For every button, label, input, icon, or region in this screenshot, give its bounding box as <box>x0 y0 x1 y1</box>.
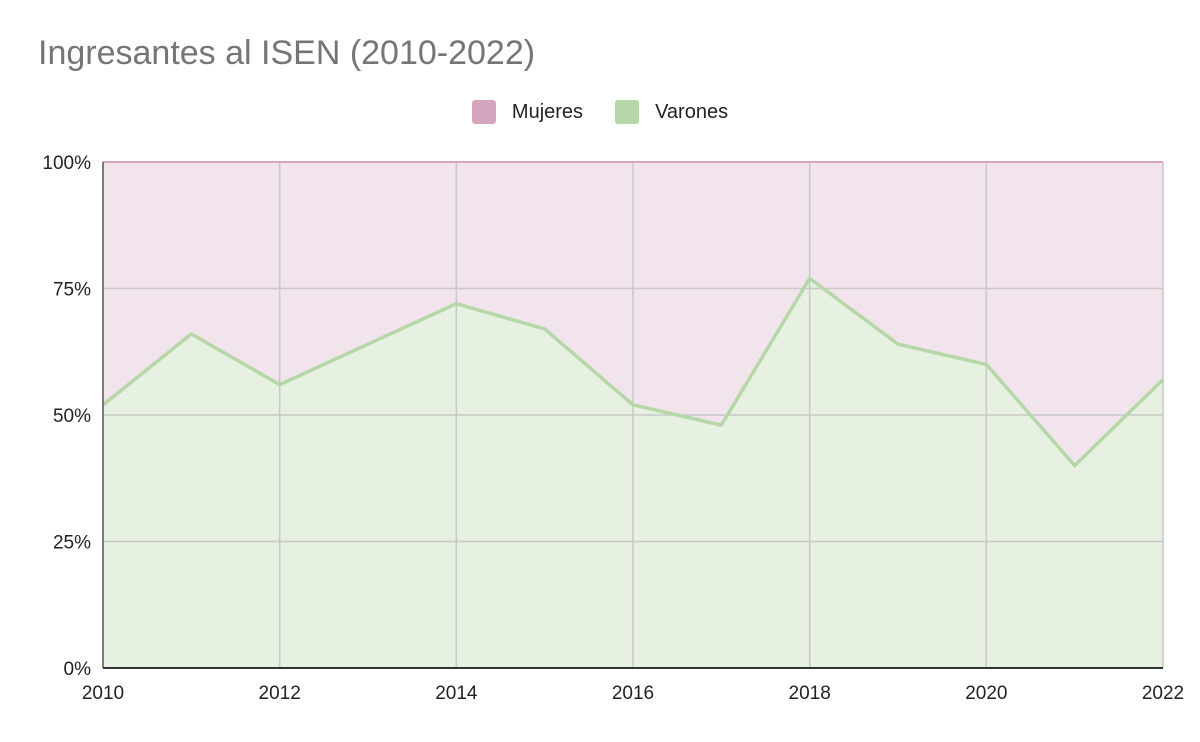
y-tick-label: 25% <box>53 533 91 554</box>
legend-item-varones[interactable]: Varones <box>615 100 728 124</box>
x-tick-label: 2010 <box>82 683 124 704</box>
x-tick-label: 2020 <box>965 683 1007 704</box>
x-tick-label: 2022 <box>1142 683 1184 704</box>
series-line-varones <box>101 276 1165 468</box>
y-tick-label: 75% <box>53 280 91 301</box>
legend-item-mujeres[interactable]: Mujeres <box>471 100 584 124</box>
x-tick-label: 2014 <box>435 683 478 704</box>
legend-label-mujeres: Mujeres <box>511 100 584 123</box>
y-tick-label: 0% <box>64 659 92 680</box>
legend: Mujeres Varones <box>0 100 1200 124</box>
x-tick-label: 2016 <box>612 683 654 704</box>
legend-label-varones: Varones <box>655 100 729 123</box>
x-tick-label: 2018 <box>789 683 831 704</box>
chart-title: Ingresantes al ISEN (2010-2022) <box>38 34 536 72</box>
y-tick-label: 50% <box>53 406 91 427</box>
y-tick-label: 100% <box>42 153 91 174</box>
legend-swatch-varones <box>615 100 640 124</box>
x-tick-label: 2012 <box>259 683 301 704</box>
legend-swatch-mujeres <box>471 100 496 124</box>
